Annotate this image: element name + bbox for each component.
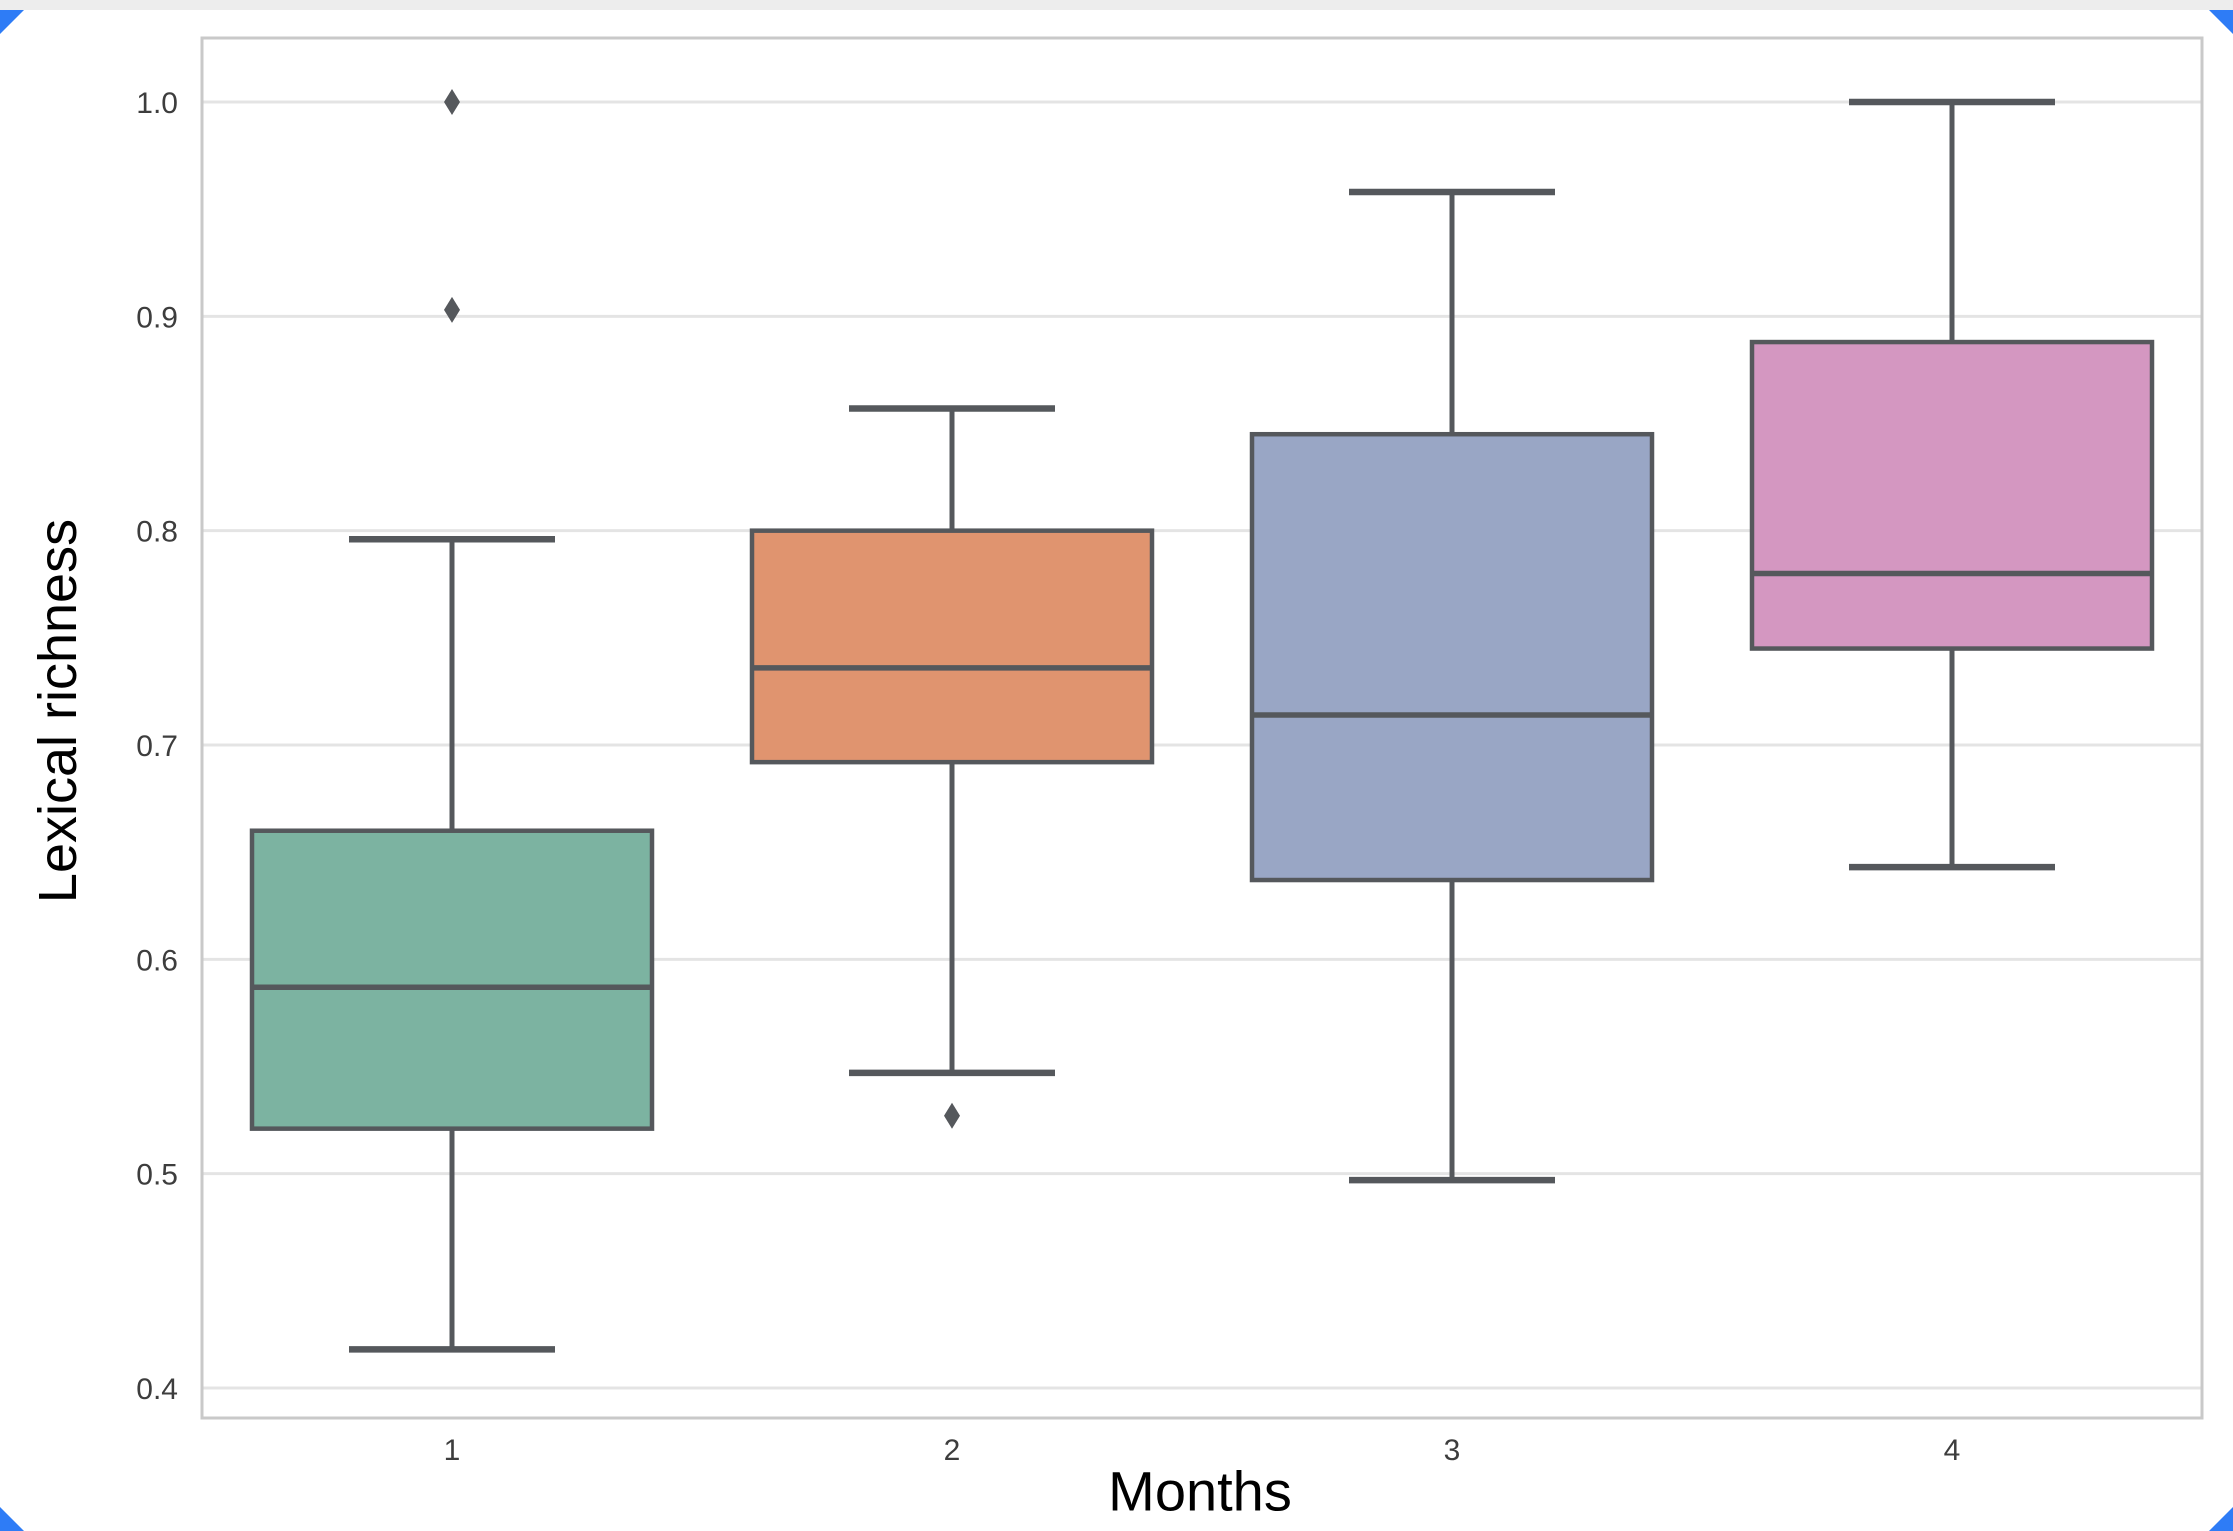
ytick-label-0.8: 0.8: [136, 516, 178, 549]
ytick-label-1.0: 1.0: [136, 87, 178, 120]
ytick-label-0.7: 0.7: [136, 730, 178, 763]
box-1: [249, 828, 655, 1131]
ytick-label-0.6: 0.6: [136, 944, 178, 977]
screenshot-top-strip: [0, 0, 2233, 10]
corner-marker-bottom-left: [0, 1507, 24, 1531]
axes-spines: [200, 36, 2204, 1420]
outlier-point-2-0: [944, 1102, 960, 1129]
ytick-label-0.4: 0.4: [136, 1373, 178, 1406]
x-axis-title: Months: [1108, 1459, 1292, 1523]
corner-marker-top-left: [0, 10, 24, 34]
box-3: [1249, 431, 1655, 883]
box-2: [749, 528, 1155, 765]
y-axis-title: Lexical richness: [28, 518, 88, 904]
box-4: [1749, 339, 2155, 651]
xtick-label-1: 1: [444, 1434, 461, 1467]
ytick-label-0.9: 0.9: [136, 301, 178, 334]
outlier-point-1-1: [444, 296, 460, 323]
xtick-label-2: 2: [944, 1434, 961, 1467]
corner-marker-bottom-right: [2209, 1507, 2233, 1531]
ytick-label-0.5: 0.5: [136, 1159, 178, 1192]
xtick-label-4: 4: [1944, 1434, 1961, 1467]
corner-marker-top-right: [2209, 10, 2233, 34]
outlier-point-1-0: [444, 89, 460, 115]
xtick-label-3: 3: [1444, 1434, 1461, 1467]
